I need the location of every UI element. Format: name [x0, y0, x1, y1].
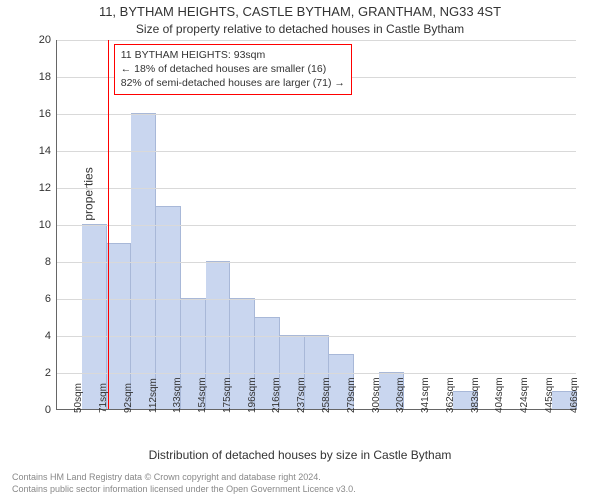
- footer-licence: Contains public sector information licen…: [12, 484, 356, 494]
- x-tick-label: 216sqm: [271, 377, 282, 413]
- gridline: [57, 225, 576, 226]
- x-tick-label: 154sqm: [197, 377, 208, 413]
- y-tick-label: 16: [39, 108, 51, 120]
- x-tick-label: 279sqm: [346, 377, 357, 413]
- gridline: [57, 40, 576, 41]
- gridline: [57, 373, 576, 374]
- page-title: 11, BYTHAM HEIGHTS, CASTLE BYTHAM, GRANT…: [0, 4, 600, 19]
- annotation-box: 11 BYTHAM HEIGHTS: 93sqm← 18% of detache…: [114, 44, 352, 95]
- gridline: [57, 151, 576, 152]
- x-tick-label: 320sqm: [395, 377, 406, 413]
- subject-marker-line: [108, 40, 109, 409]
- x-tick-label: 175sqm: [222, 377, 233, 413]
- x-tick-label: 404sqm: [494, 377, 505, 413]
- gridline: [57, 336, 576, 337]
- y-tick-label: 6: [45, 293, 51, 305]
- x-tick-label: 300sqm: [371, 377, 382, 413]
- x-tick-label: 92sqm: [123, 383, 134, 413]
- x-tick-label: 112sqm: [148, 378, 159, 413]
- x-tick-label: 424sqm: [519, 377, 530, 413]
- y-tick-label: 2: [45, 367, 51, 379]
- x-tick-label: 196sqm: [247, 377, 258, 413]
- y-tick-label: 8: [45, 256, 51, 268]
- gridline: [57, 299, 576, 300]
- y-tick-label: 4: [45, 330, 51, 342]
- x-tick-label: 362sqm: [445, 377, 456, 413]
- x-tick-label: 383sqm: [470, 377, 481, 413]
- annotation-line: ← 18% of detached houses are smaller (16…: [121, 62, 345, 76]
- gridline: [57, 114, 576, 115]
- gridline: [57, 262, 576, 263]
- y-tick-label: 10: [39, 219, 51, 231]
- histogram-bar: [131, 113, 156, 409]
- gridline: [57, 188, 576, 189]
- y-tick-label: 0: [45, 404, 51, 416]
- x-tick-label: 133sqm: [172, 377, 183, 413]
- y-tick-label: 12: [39, 182, 51, 194]
- footer-copyright: Contains HM Land Registry data © Crown c…: [12, 472, 321, 482]
- y-tick-label: 14: [39, 145, 51, 157]
- histogram-plot: 0246810121416182050sqm71sqm92sqm112sqm13…: [56, 40, 576, 410]
- histogram-bar: [82, 224, 107, 409]
- x-tick-label: 50sqm: [73, 383, 84, 413]
- x-tick-label: 237sqm: [296, 377, 307, 413]
- annotation-line: 11 BYTHAM HEIGHTS: 93sqm: [121, 48, 345, 62]
- x-tick-label: 445sqm: [544, 377, 555, 413]
- x-tick-label: 341sqm: [420, 377, 431, 413]
- y-tick-label: 18: [39, 71, 51, 83]
- x-tick-label: 466sqm: [569, 377, 580, 413]
- page-subtitle: Size of property relative to detached ho…: [0, 22, 600, 36]
- annotation-line: 82% of semi-detached houses are larger (…: [121, 76, 345, 90]
- x-axis-label: Distribution of detached houses by size …: [0, 448, 600, 462]
- x-tick-label: 258sqm: [321, 377, 332, 413]
- y-tick-label: 20: [39, 34, 51, 46]
